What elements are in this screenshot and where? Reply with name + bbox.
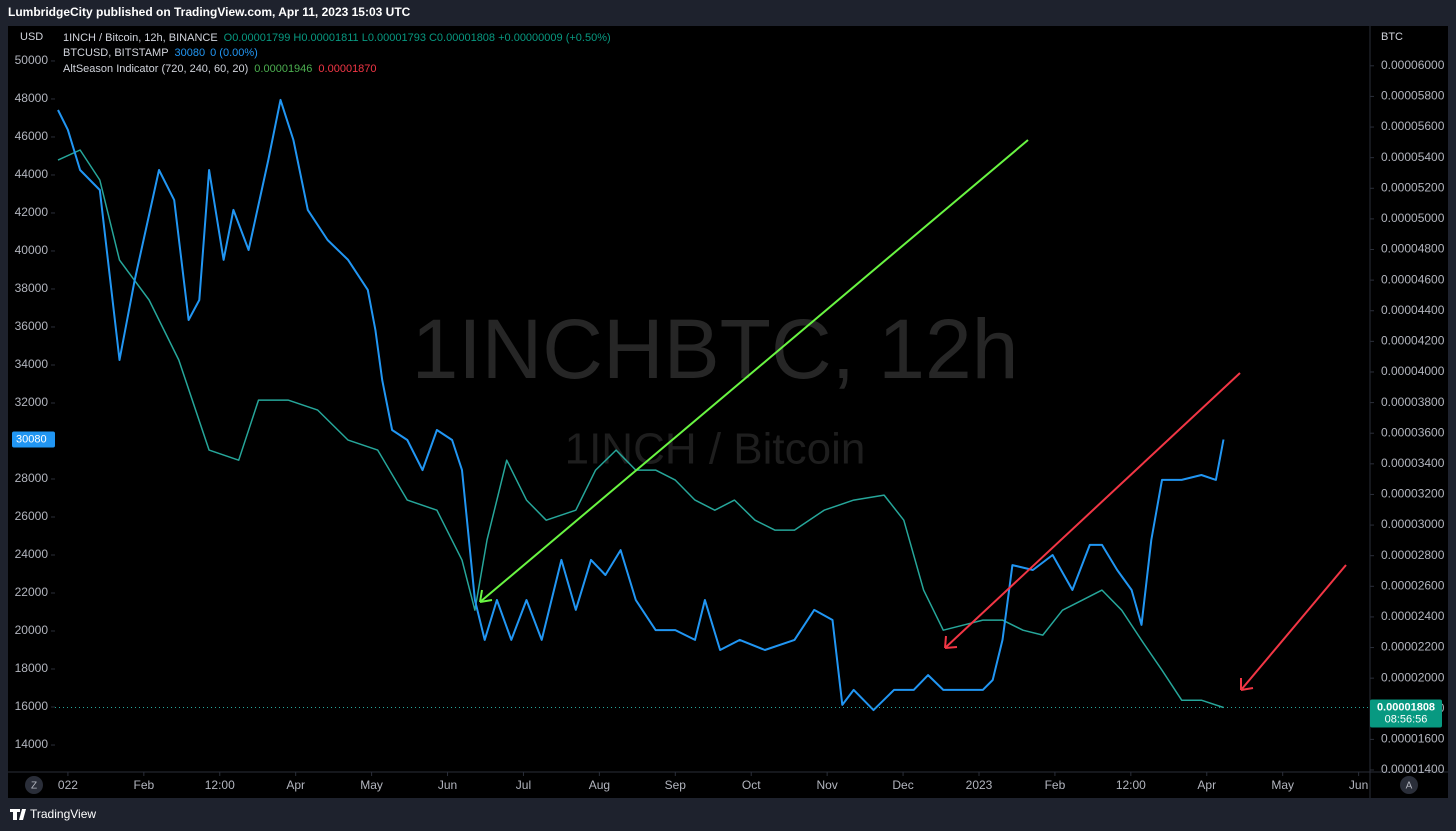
y-axis-label: USD [20, 31, 43, 43]
y-tick-label: 48000 [15, 91, 49, 105]
x-tick-label: 12:00 [205, 778, 235, 792]
series-line [57, 98, 1225, 712]
x-tick-label: Apr [286, 778, 305, 792]
x-tick-label: Aug [589, 778, 610, 792]
series-line [57, 149, 1224, 709]
arrow-head [944, 635, 958, 649]
price-tag [1370, 699, 1442, 728]
x-tick-label: Dec [892, 778, 913, 792]
button[interactable] [1400, 776, 1418, 794]
y-tick-label: 38000 [15, 281, 49, 295]
arrow-head [479, 589, 493, 603]
x-tick-label: 2023 [966, 778, 993, 792]
y2-tick-label: 0.00005600 [1381, 119, 1445, 133]
y2-tick-label: 0.00004800 [1381, 242, 1445, 256]
y2-tick-label: 0.00003600 [1381, 425, 1445, 439]
y-tick-label: 50000 [15, 53, 49, 67]
button[interactable] [25, 776, 43, 794]
y2-axis-label: BTC [1381, 31, 1403, 43]
y2-tick-label: 0.00004400 [1381, 303, 1445, 317]
y2-tick-label: 0.00005400 [1381, 150, 1445, 164]
countdown: 08:56:56 [1385, 713, 1428, 725]
legend-row: 1INCH / Bitcoin, 12h, BINANCE O0.00001799… [63, 32, 611, 44]
y-tick-label: 40000 [15, 243, 49, 257]
x-tick-label: May [360, 778, 383, 792]
footer: TradingView [30, 807, 96, 821]
trend-line [479, 139, 1029, 603]
price-tag [12, 431, 55, 448]
button-label[interactable]: A [1406, 781, 1413, 792]
legend-entry: BTCUSD, BITSTAMP [63, 47, 169, 59]
y2-tick-label: 0.00004600 [1381, 272, 1445, 286]
x-tick-label: Jul [516, 778, 531, 792]
header: LumbridgeCity published on TradingView.c… [8, 5, 411, 19]
logo [10, 809, 26, 820]
trend-line [944, 372, 1241, 649]
y-tick-label: 28000 [15, 471, 49, 485]
y-tick-label: 32000 [15, 395, 49, 409]
legend-row: AltSeason Indicator (720, 240, 60, 20) 0.… [63, 63, 377, 75]
y-tick-label: 46000 [15, 129, 49, 143]
legend-row: BTCUSD, BITSTAMP 30080 0 (0.00%) [63, 47, 258, 59]
y2-tick-label: 0.00002800 [1381, 548, 1445, 562]
legend-value: 0.00001870 [318, 63, 376, 75]
x-tick-label: Feb [1045, 778, 1066, 792]
price-tag-label: 30080 [16, 433, 47, 445]
x-tick-label: Feb [133, 778, 154, 792]
price-tag-label: 0.00001808 [1377, 701, 1435, 713]
legend-entry: 1INCH / Bitcoin, 12h, BINANCE [63, 32, 218, 44]
legend-value: 30080 [175, 47, 206, 59]
watermark: 1INCHBTC, 12h [412, 302, 1019, 396]
y-tick-label: 14000 [15, 737, 49, 751]
x-tick-label: 022 [58, 778, 78, 792]
x-tick-label: May [1271, 778, 1294, 792]
y2-tick-label: 0.00003400 [1381, 456, 1445, 470]
legend-entry: AltSeason Indicator (720, 240, 60, 20) [63, 63, 248, 75]
y-tick-label: 26000 [15, 509, 49, 523]
y2-tick-label: 0.00002200 [1381, 640, 1445, 654]
y2-tick-label: 0.00003000 [1381, 517, 1445, 531]
y2-tick-label: 0.00003800 [1381, 395, 1445, 409]
y2-tick-label: 0.00004000 [1381, 364, 1445, 378]
x-tick-label: Nov [816, 778, 837, 792]
y2-tick-label: 0.00003200 [1381, 487, 1445, 501]
y2-tick-label: 0.00005200 [1381, 180, 1445, 194]
y-tick-label: 22000 [15, 585, 49, 599]
button-label[interactable]: Z [31, 781, 37, 792]
y-tick-label: 36000 [15, 319, 49, 333]
y-tick-label: 24000 [15, 547, 49, 561]
legend-value: 0.00001946 [254, 63, 312, 75]
x-tick-label: Jun [1349, 778, 1368, 792]
y-tick-label: 44000 [15, 167, 49, 181]
watermark-sub: 1INCH / Bitcoin [565, 425, 866, 474]
trend-line [1240, 564, 1347, 691]
legend-ohlc: O0.00001799 H0.00001811 L0.00001793 C0.0… [224, 32, 611, 44]
legend-change: 0 (0.00%) [210, 47, 258, 59]
y-tick-label: 34000 [15, 357, 49, 371]
y-tick-label: 18000 [15, 661, 49, 675]
x-tick-label: Sep [665, 778, 687, 792]
arrow-head [1240, 678, 1254, 691]
y-tick-label: 20000 [15, 623, 49, 637]
y2-tick-label: 0.00001400 [1381, 762, 1445, 776]
y2-tick-label: 0.00005000 [1381, 211, 1445, 225]
y-tick-label: 16000 [15, 699, 49, 713]
y-tick-label: 42000 [15, 205, 49, 219]
y2-tick-label: 0.00001600 [1381, 732, 1445, 746]
x-tick-label: Jun [438, 778, 457, 792]
plot [55, 98, 1370, 712]
x-tick-label: Apr [1197, 778, 1216, 792]
y2-tick-label: 0.00004200 [1381, 334, 1445, 348]
x-tick-label: 12:00 [1116, 778, 1146, 792]
x-tick-label: Oct [742, 778, 761, 792]
y2-tick-label: 0.00005800 [1381, 89, 1445, 103]
y2-tick-label: 0.00002600 [1381, 578, 1445, 592]
y2-tick-label: 0.00006000 [1381, 58, 1445, 72]
chart-pane [8, 26, 1448, 798]
y2-tick-label: 0.00002400 [1381, 609, 1445, 623]
y2-tick-label: 0.00002000 [1381, 670, 1445, 684]
